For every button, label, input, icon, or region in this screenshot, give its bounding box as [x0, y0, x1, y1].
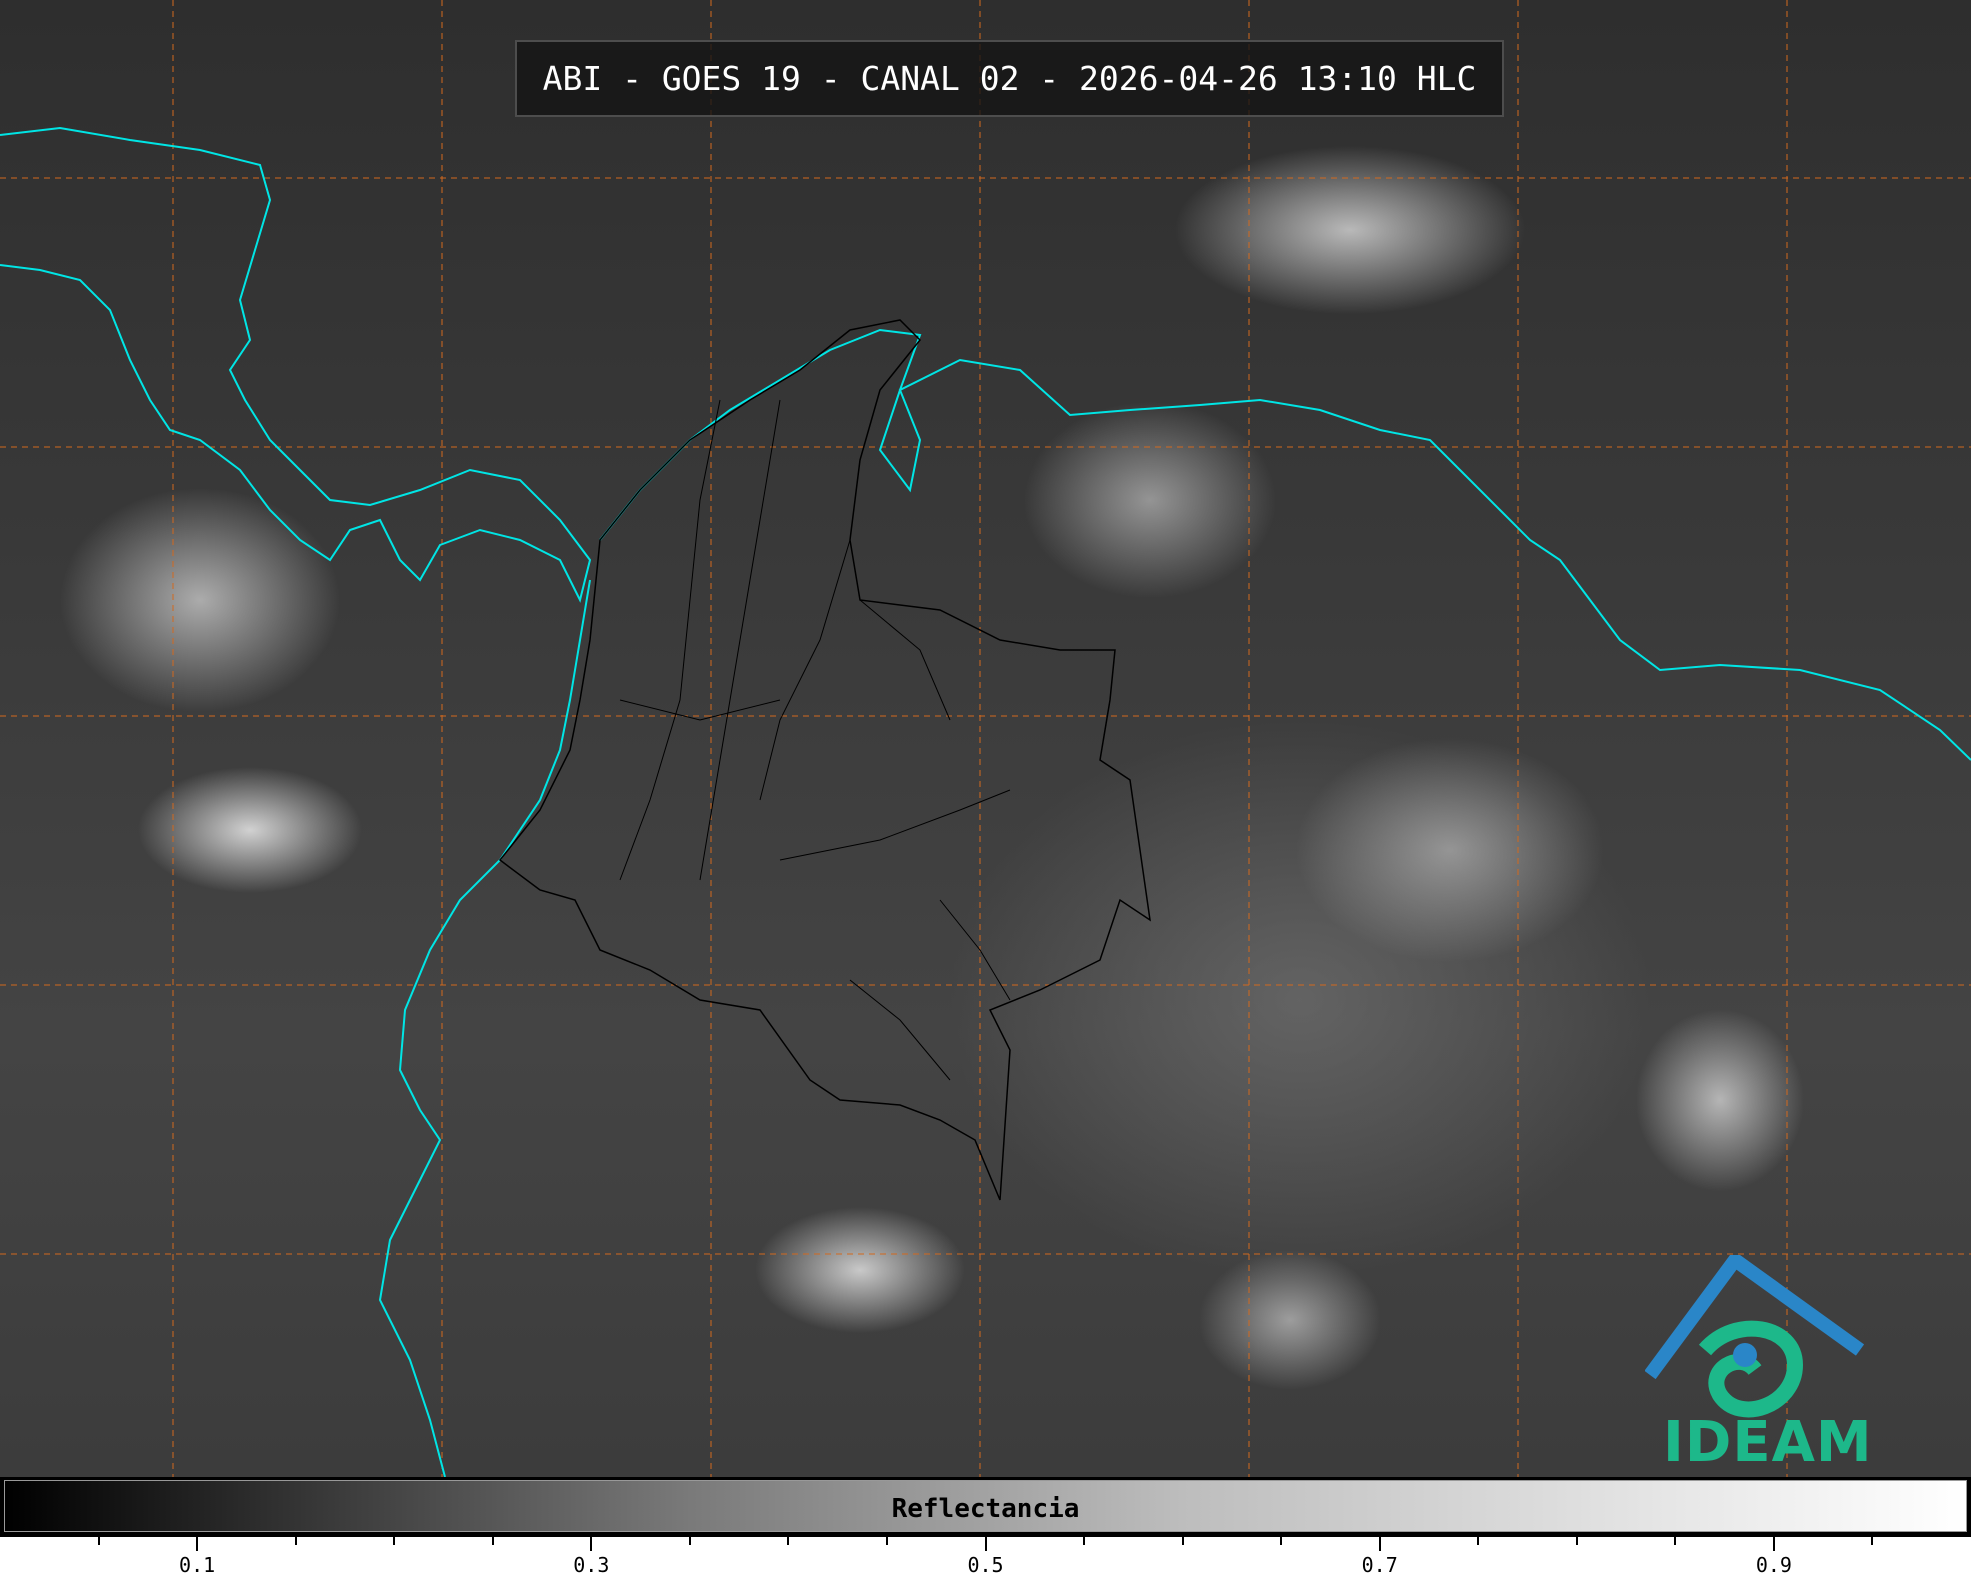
colorbar: Reflectancia [0, 1477, 1971, 1537]
tick-label: 0.7 [1361, 1553, 1398, 1577]
minor-tick [393, 1537, 396, 1545]
department-boundaries [619, 399, 1011, 1081]
major-tick [590, 1537, 593, 1551]
ideam-logo [1645, 1255, 1865, 1418]
minor-tick [97, 1537, 100, 1545]
minor-tick [1181, 1537, 1184, 1545]
tick-label: 0.9 [1755, 1553, 1792, 1577]
minor-tick [1083, 1537, 1086, 1545]
colorbar-axis: 0.1 0.3 0.5 0.7 0.9 [0, 1537, 1971, 1577]
minor-tick [1871, 1537, 1874, 1545]
major-tick [1378, 1537, 1381, 1551]
minor-tick [688, 1537, 691, 1545]
tick-label: 0.5 [967, 1553, 1004, 1577]
minor-tick [294, 1537, 297, 1545]
coastline-south-america-pacific [378, 579, 591, 1477]
minor-tick [1575, 1537, 1578, 1545]
minor-tick [787, 1537, 790, 1545]
satellite-image [0, 0, 1971, 1477]
minor-tick [1477, 1537, 1480, 1545]
minor-tick [885, 1537, 888, 1545]
minor-tick [1674, 1537, 1677, 1545]
colombia-boundary [498, 319, 1151, 1201]
title-text: ABI - GOES 19 - CANAL 02 - 2026-04-26 13… [542, 59, 1477, 98]
coastline-caribbean [599, 328, 1971, 761]
major-tick [1772, 1537, 1775, 1551]
minor-tick [491, 1537, 494, 1545]
colorbar-label: Reflectancia [891, 1494, 1080, 1524]
tick-label: 0.3 [573, 1553, 610, 1577]
major-tick [984, 1537, 987, 1551]
tick-label: 0.1 [179, 1553, 216, 1577]
logo-text: IDEAM [1663, 1410, 1873, 1475]
major-tick [196, 1537, 199, 1551]
minor-tick [1280, 1537, 1283, 1545]
coastline-central-america [0, 126, 592, 603]
colorbar-gradient: Reflectancia [4, 1480, 1967, 1532]
map-overlay [0, 0, 1971, 1477]
lat-lon-grid [0, 0, 1971, 1477]
title-banner: ABI - GOES 19 - CANAL 02 - 2026-04-26 13… [515, 40, 1504, 117]
